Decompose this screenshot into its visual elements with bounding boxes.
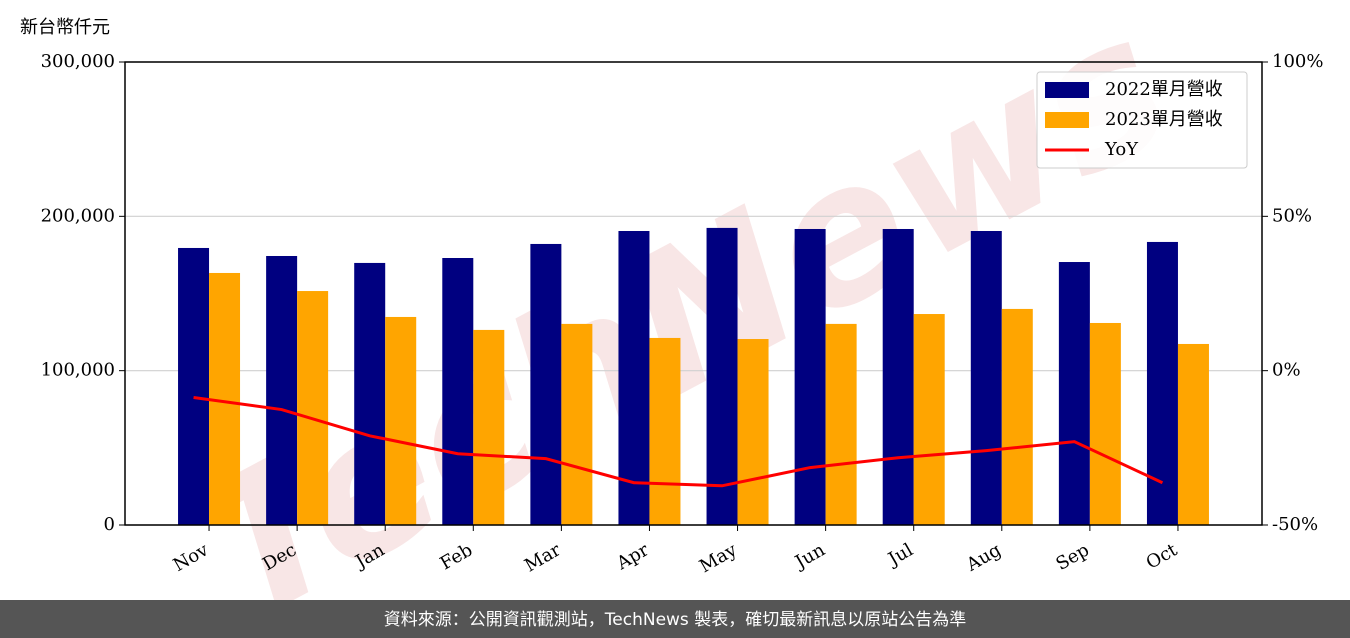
legend-swatch xyxy=(1045,112,1089,128)
y2-tick-label: -50% xyxy=(1272,514,1318,535)
legend-swatch xyxy=(1045,82,1089,98)
bar xyxy=(354,262,386,525)
x-tick-label: Jun xyxy=(790,539,829,574)
y2-tick-label: 100% xyxy=(1272,51,1323,72)
bar xyxy=(825,323,857,525)
footer-band xyxy=(0,600,1350,638)
legend-label: 2023單月營收 xyxy=(1105,109,1223,130)
bar xyxy=(882,228,914,526)
bar xyxy=(1058,262,1090,525)
bar xyxy=(530,243,562,526)
y2-tick-label: 50% xyxy=(1272,205,1312,226)
legend-label: 2022單月營收 xyxy=(1105,79,1223,100)
x-tick-label: Aug xyxy=(962,539,1005,576)
bar xyxy=(1177,343,1209,525)
y-tick-label: 300,000 xyxy=(41,51,115,72)
bar xyxy=(913,314,945,525)
y-tick-label: 100,000 xyxy=(41,360,115,381)
x-tick-label: Jul xyxy=(883,539,917,571)
yoy-line xyxy=(193,396,1164,488)
y2-tick-label: 0% xyxy=(1272,360,1301,381)
bar xyxy=(706,227,738,526)
bar xyxy=(178,247,210,525)
legend-label: YoY xyxy=(1104,139,1139,160)
bar xyxy=(385,316,417,525)
legend-box xyxy=(1036,71,1248,169)
bar xyxy=(1089,322,1121,525)
x-tick-label: Apr xyxy=(612,539,652,574)
x-tick-label: Mar xyxy=(521,539,565,576)
bar xyxy=(794,228,826,526)
bar xyxy=(442,258,474,525)
bar xyxy=(970,230,1002,525)
y-tick-label: 0 xyxy=(104,514,115,535)
footer: 資料來源：公開資訊觀測站，TechNews 製表，確切最新訊息以原站公告為準 xyxy=(384,610,966,630)
y-tick-label: 200,000 xyxy=(41,205,115,226)
bar xyxy=(618,230,650,525)
bar xyxy=(297,291,329,525)
x-tick-label: May xyxy=(696,539,741,577)
unit-label: 新台幣仟元 xyxy=(20,17,110,38)
bar xyxy=(649,337,681,525)
bar xyxy=(266,255,298,525)
bar xyxy=(737,339,769,525)
bar xyxy=(1001,308,1033,525)
x-tick-label: Sep xyxy=(1052,539,1092,574)
plot-frame xyxy=(124,61,1263,526)
bar xyxy=(473,329,505,525)
x-tick-label: Oct xyxy=(1143,539,1182,574)
bar xyxy=(561,323,593,525)
